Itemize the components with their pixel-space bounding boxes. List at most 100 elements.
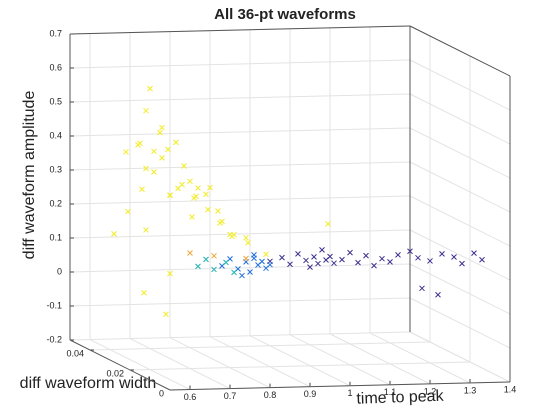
data-point xyxy=(187,250,193,256)
data-point xyxy=(179,181,185,188)
grid-line xyxy=(289,334,391,386)
data-point xyxy=(151,169,157,175)
data-point xyxy=(295,250,301,257)
grid-line xyxy=(409,229,511,281)
z-tick-label: 0.1 xyxy=(49,232,62,242)
grid-line xyxy=(209,336,311,388)
x-tick-label: 0.6 xyxy=(184,392,197,402)
data-point xyxy=(379,255,385,262)
y-tick-label: 0.04 xyxy=(66,348,84,358)
x-tick-label: 1.1 xyxy=(384,387,397,397)
data-point xyxy=(191,195,197,201)
z-tick-label: 0.3 xyxy=(49,164,62,174)
data-point xyxy=(143,107,149,114)
x-tick-label: 0.9 xyxy=(304,389,317,399)
chart-title: All 36-pt waveforms xyxy=(214,6,356,23)
grid-line xyxy=(369,332,471,384)
grid-line xyxy=(69,59,411,69)
data-point xyxy=(207,184,213,191)
grid-line xyxy=(69,127,411,137)
axis-edge xyxy=(69,25,411,35)
grid-line xyxy=(69,229,411,239)
data-point xyxy=(189,213,195,220)
data-point xyxy=(223,259,229,266)
data-point xyxy=(427,258,433,264)
data-point xyxy=(243,234,249,241)
data-point xyxy=(227,231,233,238)
data-point xyxy=(135,142,141,148)
grid-line xyxy=(69,297,411,307)
data-point xyxy=(147,85,153,92)
grid-line xyxy=(129,361,471,371)
z-tick-label: 0.2 xyxy=(49,198,62,208)
data-point xyxy=(251,252,257,258)
grid-line xyxy=(409,127,511,179)
x-tick-label: 0.7 xyxy=(224,391,237,401)
grid-line xyxy=(89,339,191,390)
grid-line xyxy=(249,335,351,387)
grid-line xyxy=(409,161,511,213)
data-point xyxy=(205,206,211,213)
z-tick-label: 0 xyxy=(57,266,62,276)
x-tick-label: 0.8 xyxy=(264,390,277,400)
data-point xyxy=(471,250,477,256)
data-point xyxy=(239,272,245,279)
data-point xyxy=(371,262,377,269)
z-tick-label: 0.6 xyxy=(49,62,62,72)
data-point xyxy=(163,311,169,318)
data-point xyxy=(215,208,221,214)
data-point xyxy=(387,259,393,265)
grid-line xyxy=(69,195,411,205)
x-tick-label: 1 xyxy=(347,388,352,398)
data-point xyxy=(315,260,321,267)
data-point xyxy=(125,208,131,215)
data-point xyxy=(143,227,149,233)
data-point xyxy=(303,257,309,264)
data-point xyxy=(123,149,129,155)
data-point xyxy=(157,129,163,136)
data-point xyxy=(259,258,265,265)
data-point xyxy=(203,191,209,198)
data-point xyxy=(159,155,165,161)
data-point xyxy=(243,255,249,262)
grid-line xyxy=(69,263,411,273)
grid-line xyxy=(409,263,511,315)
data-point xyxy=(141,289,147,296)
grid-line xyxy=(169,337,271,389)
data-point xyxy=(479,256,485,263)
grid-line xyxy=(409,331,511,383)
grid-line xyxy=(89,341,431,351)
data-point xyxy=(439,251,445,257)
z-tick-label: 0.7 xyxy=(49,28,62,38)
data-point xyxy=(263,251,269,258)
y-tick-label: 0 xyxy=(159,388,164,398)
data-point xyxy=(435,291,441,298)
z-tick-label: -0.1 xyxy=(46,300,62,310)
grid-line xyxy=(409,297,511,349)
data-point xyxy=(419,285,425,292)
data-point xyxy=(307,264,313,271)
data-point xyxy=(167,192,173,198)
y-tick-label: 0.02 xyxy=(106,368,124,378)
data-point xyxy=(247,269,253,275)
data-point xyxy=(203,256,209,263)
data-point xyxy=(143,165,149,172)
data-point xyxy=(347,249,353,256)
grid-line xyxy=(409,93,511,145)
data-point xyxy=(267,261,273,268)
data-point xyxy=(211,266,217,273)
axis-edge xyxy=(169,381,511,391)
data-point xyxy=(363,252,369,259)
data-point xyxy=(459,260,465,267)
x-tick-label: 1.4 xyxy=(504,384,517,394)
grid-line xyxy=(69,331,411,341)
grid-line xyxy=(329,333,431,385)
data-point xyxy=(287,261,293,268)
axis-edge xyxy=(409,25,511,77)
data-point xyxy=(159,124,165,131)
data-point xyxy=(181,163,187,169)
grid-line xyxy=(69,93,411,103)
grid-line xyxy=(69,161,411,171)
data-point xyxy=(327,253,333,260)
data-point xyxy=(151,148,157,155)
